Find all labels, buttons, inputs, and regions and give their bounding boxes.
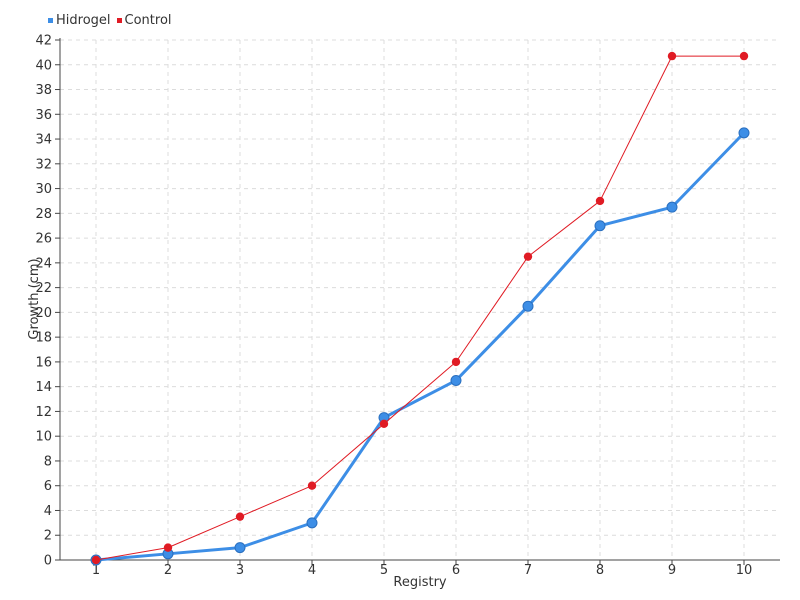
legend-item-hidrogel[interactable]: Hidrogel [48,13,111,28]
x-tick-label: 10 [736,563,753,578]
x-tick-label: 2 [164,563,172,578]
data-point-control [523,252,533,261]
y-tick-label: 28 [35,207,52,222]
y-tick-label: 16 [35,355,52,370]
legend-label-control: Control [124,13,172,28]
data-point-hidrogel [522,300,534,312]
x-axis-label: Registry [393,575,447,590]
data-point-hidrogel [666,201,678,213]
y-tick-label: 6 [44,479,52,494]
y-tick-label: 38 [35,83,52,98]
y-tick-label: 32 [35,157,52,172]
y-tick-label: 40 [35,58,52,73]
data-point-hidrogel [738,127,750,139]
y-tick-label: 24 [35,256,52,271]
x-tick-label: 3 [236,563,244,578]
x-tick-label: 9 [668,563,676,578]
data-point-hidrogel [234,542,246,554]
series-control [91,51,749,565]
data-point-control [379,419,389,429]
data-point-control [307,481,317,490]
y-tick-label: 18 [35,331,52,346]
data-point-control [595,196,605,206]
legend-item-control[interactable]: Control [116,13,172,28]
series-line-hidrogel [95,131,746,562]
grid-lines [60,39,780,560]
data-point-hidrogel [306,517,318,529]
data-point-control [235,512,245,521]
y-tick-label: 22 [35,281,52,296]
series-hidrogel [90,127,750,566]
y-tick-label: 34 [35,133,52,148]
y-tick-label: 30 [35,182,52,197]
x-tick-label: 8 [596,563,604,578]
x-tick-label: 1 [92,563,100,578]
x-tick-label: 7 [524,563,532,578]
data-point-hidrogel [450,374,462,386]
legend-swatch-control [116,18,122,23]
axes [59,38,780,561]
data-point-control [451,357,461,367]
data-point-control [163,543,173,552]
y-tick-label: 2 [44,529,52,544]
y-axis-label: Growth (cm) [27,258,42,339]
data-point-control [739,51,749,61]
series-layer [90,51,750,566]
y-tick-label: 42 [35,34,52,49]
legend-label-hidrogel: Hidrogel [56,13,111,28]
chart-legend: Hidrogel Control [48,13,172,28]
y-tick-label: 0 [44,554,52,569]
y-tick-label: 12 [35,405,52,420]
series-line-control [95,55,744,561]
x-tick-label: 5 [380,563,388,578]
y-tick-label: 20 [35,306,52,321]
x-tick-label: 6 [452,563,460,578]
y-tick-label: 26 [35,232,52,247]
y-tick-label: 4 [44,504,52,519]
x-axis-ticks: 1 2 3 4 5 6 7 8 9 10 [92,560,752,578]
x-tick-label: 4 [308,563,316,578]
data-point-hidrogel [594,220,606,232]
y-tick-label: 10 [35,430,52,445]
y-tick-label: 14 [35,380,52,395]
legend-swatch-hidrogel [48,18,53,23]
y-tick-label: 36 [35,108,52,123]
data-point-control [91,555,101,565]
data-point-control [667,51,677,61]
y-tick-label: 8 [44,454,52,469]
